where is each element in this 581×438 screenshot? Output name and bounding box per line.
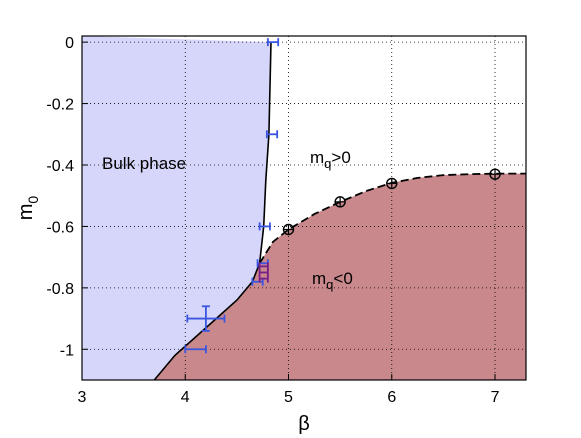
y-axis-label: m0 xyxy=(15,196,41,221)
bulk-errorbar xyxy=(186,305,226,332)
mq-negative-label: mq<0 xyxy=(312,269,353,292)
x-tick-label: 6 xyxy=(387,389,396,406)
x-tick-label: 3 xyxy=(78,389,87,406)
y-tick-label: -0.6 xyxy=(46,219,74,236)
y-tick-label: -1 xyxy=(60,342,74,359)
mq-positive-label: mq>0 xyxy=(310,148,351,171)
bulk-phase-region xyxy=(82,36,271,380)
mq-boundary-dashed-line xyxy=(258,172,526,264)
bulk-phase-label: Bulk phase xyxy=(102,154,186,173)
y-tick-label: -0.2 xyxy=(46,97,74,114)
mq-errorbar xyxy=(258,274,269,283)
y-tick-label: -0.8 xyxy=(46,281,74,298)
y-axis-ticks: 0 -0.2 -0.4 -0.6 -0.8 -1 xyxy=(46,35,88,359)
bulk-errorbar xyxy=(184,345,207,354)
y-tick-label: -0.4 xyxy=(46,158,74,175)
grid-lines xyxy=(82,36,526,380)
x-axis-label: β xyxy=(298,413,310,435)
bulk-errorbar xyxy=(265,130,279,139)
y-tick-label: 0 xyxy=(65,35,74,52)
x-tick-label: 4 xyxy=(181,389,190,406)
bulk-errorbar xyxy=(258,222,271,231)
critical-point xyxy=(282,223,295,236)
x-tick-label: 7 xyxy=(491,389,500,406)
plot-area xyxy=(81,35,527,381)
critical-point xyxy=(334,196,346,208)
critical-point xyxy=(386,177,398,190)
critical-points xyxy=(282,168,501,236)
mq-negative-region xyxy=(154,173,526,380)
errorbars xyxy=(184,38,280,354)
plot-frame xyxy=(81,35,527,381)
x-tick-label: 5 xyxy=(284,389,293,406)
x-axis-ticks: 3 4 5 6 7 xyxy=(78,374,500,406)
bulk-errorbar xyxy=(266,38,280,47)
critical-point xyxy=(489,168,501,180)
